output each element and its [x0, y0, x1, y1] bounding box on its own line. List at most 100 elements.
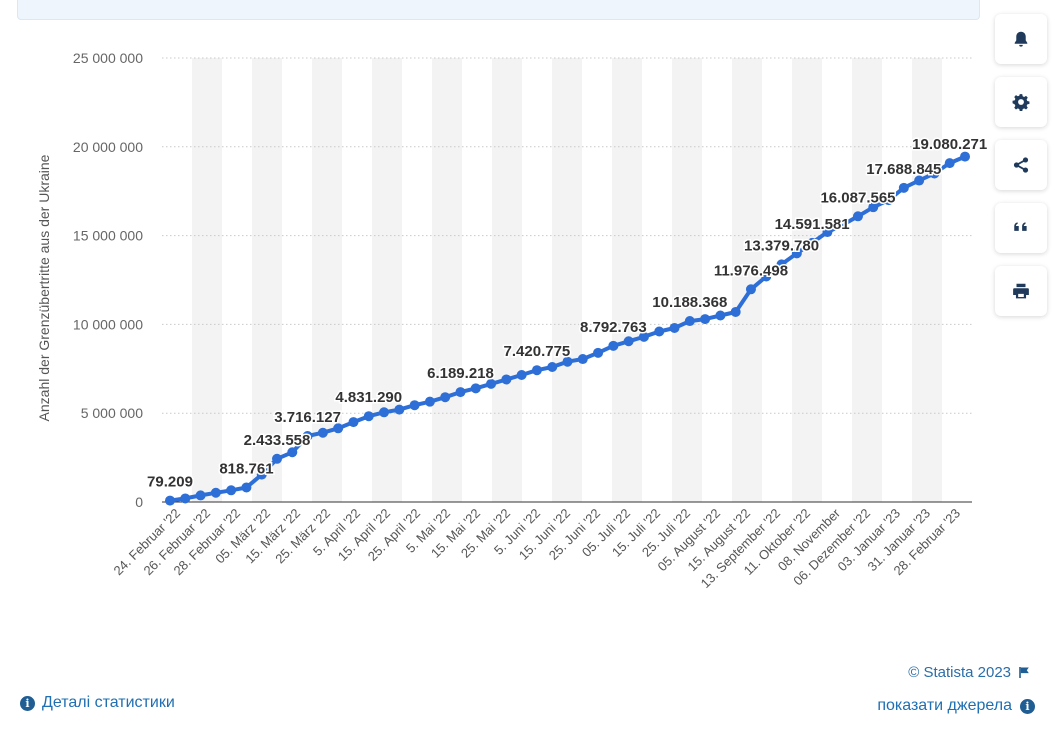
data-point [944, 158, 955, 169]
category-band [552, 58, 582, 502]
info-icon: i [20, 695, 35, 711]
data-point [822, 227, 833, 238]
flag-icon [1019, 667, 1029, 678]
y-tick-label: 5 000 000 [81, 405, 143, 421]
credit-text: © Statista 2023 [908, 664, 1011, 681]
category-band [432, 58, 462, 502]
y-tick-label: 25 000 000 [73, 50, 143, 66]
data-point [684, 316, 695, 327]
data-label: 16.087.565 [820, 189, 895, 206]
category-band [372, 58, 402, 502]
data-point [807, 237, 818, 248]
data-point [302, 431, 313, 442]
data-point [791, 248, 802, 259]
data-point [929, 168, 940, 179]
data-point [180, 493, 191, 504]
data-point [210, 487, 221, 498]
y-tick-label: 0 [135, 494, 143, 510]
data-label: 11.976.498 [714, 262, 788, 279]
share-icon [1013, 157, 1029, 173]
gear-icon [1012, 94, 1030, 111]
data-label: 14.591.581 [775, 216, 850, 233]
data-point [256, 469, 267, 480]
category-band [792, 58, 822, 502]
data-point [317, 427, 328, 438]
category-band [672, 58, 702, 502]
data-point [348, 417, 359, 428]
data-point [379, 407, 390, 418]
data-point [424, 396, 435, 407]
data-point [852, 211, 863, 222]
data-point [486, 378, 497, 389]
cite-button[interactable] [995, 203, 1047, 253]
data-point [333, 423, 344, 434]
copyright-credit[interactable]: © Statista 2023 [908, 664, 1031, 681]
y-axis-title: Anzahl der Grenzübertritte aus der Ukrai… [36, 154, 52, 421]
data-point [883, 195, 894, 206]
data-label: 79.209 [147, 474, 193, 491]
details-label: Деталі статистики [42, 694, 175, 711]
data-point [394, 404, 405, 415]
data-point [654, 326, 665, 337]
category-band [612, 58, 642, 502]
category-band [732, 58, 762, 502]
data-point [868, 202, 879, 213]
y-tick-label: 20 000 000 [73, 139, 143, 155]
data-label: 10.188.368 [652, 294, 727, 311]
data-label: 8.792.763 [580, 319, 647, 336]
data-label: 6.189.218 [427, 365, 494, 382]
data-point [700, 314, 711, 325]
data-point [287, 447, 298, 458]
category-band [492, 58, 522, 502]
data-point [195, 490, 206, 501]
print-icon [1013, 283, 1029, 299]
data-point [960, 151, 970, 162]
quote-icon [1014, 222, 1027, 231]
data-point [241, 482, 252, 493]
notification-button[interactable] [995, 14, 1047, 64]
data-label: 4.831.290 [335, 389, 402, 406]
data-point [165, 495, 175, 506]
data-point [363, 411, 374, 422]
data-point [638, 331, 649, 342]
data-point [745, 284, 756, 295]
category-band [192, 58, 222, 502]
bell-icon [1014, 31, 1028, 47]
data-point [226, 485, 237, 496]
data-label: 7.420.775 [504, 343, 571, 360]
data-label: 13.379.780 [744, 237, 819, 254]
sources-label: показати джерела [877, 697, 1012, 714]
category-band [912, 58, 942, 502]
data-point [577, 354, 588, 365]
top-info-strip [17, 0, 980, 20]
category-band [852, 58, 882, 502]
show-sources-link[interactable]: показати джерела i [877, 697, 1035, 715]
data-point [562, 356, 573, 367]
data-point [761, 271, 772, 282]
data-point [547, 362, 558, 373]
data-point [516, 370, 527, 381]
data-point [470, 383, 481, 394]
data-label: 17.688.845 [866, 161, 941, 178]
share-button[interactable] [995, 140, 1047, 190]
data-point [914, 175, 925, 186]
settings-button[interactable] [995, 77, 1047, 127]
y-tick-label: 15 000 000 [73, 228, 143, 244]
print-button[interactable] [995, 266, 1047, 316]
data-point [715, 310, 726, 321]
data-label: 818.761 [219, 460, 273, 477]
y-tick-label: 10 000 000 [73, 316, 143, 332]
data-label: 19.080.271 [912, 136, 987, 153]
data-point [669, 322, 680, 333]
category-band [252, 58, 282, 502]
data-point [501, 374, 512, 385]
data-point [409, 400, 420, 411]
data-point [272, 453, 283, 464]
data-point [455, 387, 466, 398]
data-point [898, 182, 909, 193]
data-label: 3.716.127 [274, 409, 341, 426]
data-label: 2.433.558 [244, 432, 311, 449]
data-point [440, 392, 451, 403]
statistics-details-link[interactable]: i Деталі статистики [20, 694, 175, 712]
data-point [730, 306, 741, 317]
